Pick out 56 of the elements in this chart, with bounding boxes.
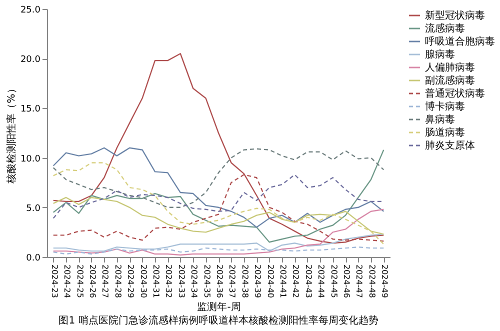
x-tick-label: 2024-46 — [342, 264, 352, 298]
y-tick-label: 0.0 — [26, 254, 41, 264]
x-tick-label: 2024-41 — [278, 264, 288, 298]
x-tick-label: 2024-39 — [253, 264, 262, 298]
legend-label: 腺病毒 — [425, 48, 455, 60]
x-tick-label: 2024-30 — [138, 264, 148, 298]
y-tick-label: 5.0 — [26, 204, 41, 214]
line-series — [52, 148, 384, 208]
line-series — [52, 53, 384, 244]
x-axis-title: 监测年-周 — [197, 300, 241, 313]
legend-label: 新型冠状病毒 — [425, 10, 485, 22]
x-tick-label: 2024-34 — [190, 264, 199, 298]
x-tick-label: 2024-36 — [215, 264, 224, 298]
x-tick-label: 2024-43 — [304, 264, 313, 298]
line-series — [52, 149, 384, 243]
legend-label: 鼻病毒 — [425, 114, 455, 126]
line-series — [52, 147, 384, 228]
legend-label: 肠道病毒 — [425, 126, 465, 138]
x-tick-label: 2024-42 — [291, 264, 300, 298]
x-tick-label: 2024-38 — [240, 264, 250, 298]
legend-label: 呼吸道合胞病毒 — [425, 36, 495, 48]
line-series — [52, 162, 384, 245]
line-series — [52, 196, 384, 235]
x-tick-label: 2024-49 — [380, 264, 390, 298]
legend-label: 普通冠状病毒 — [425, 88, 485, 100]
x-tick-label: 2024-31 — [151, 264, 160, 298]
caption: 图1 哨点医院门急诊流感样病例呼吸道样本核酸检测阳性率每周变化趋势 — [58, 314, 378, 326]
legend-label: 流感病毒 — [425, 22, 465, 34]
x-tick-label: 2024-35 — [202, 264, 212, 298]
legend-label: 博卡病毒 — [425, 100, 465, 112]
x-tick-label: 2024-29 — [126, 264, 136, 298]
x-tick-label: 2024-28 — [113, 264, 122, 298]
x-tick-label: 2024-37 — [228, 264, 237, 298]
y-tick-label: 15.0 — [20, 104, 41, 115]
x-tick-label: 2024-47 — [354, 264, 364, 298]
x-tick-label: 2024-45 — [329, 264, 338, 298]
x-tick-label: 2024-44 — [316, 264, 326, 298]
x-tick-label: 2024-40 — [266, 264, 275, 298]
line-series — [52, 234, 384, 252]
y-axis-title: 核酸检测阳性率（%） — [5, 84, 18, 184]
x-tick-label: 2024-25 — [75, 264, 84, 298]
x-tick-label: 2024-26 — [88, 264, 97, 298]
y-tick-label: 10.0 — [20, 154, 41, 164]
x-tick-label: 2024-48 — [367, 264, 376, 298]
x-tick-label: 2024-32 — [164, 264, 174, 298]
legend-label: 副流感病毒 — [425, 74, 475, 86]
y-tick-label: 20.0 — [20, 55, 41, 66]
x-tick-label: 2024-27 — [100, 264, 110, 298]
x-tick-label: 2024-33 — [176, 264, 186, 298]
x-tick-label: 2024-24 — [62, 264, 72, 298]
legend-label: 人偏肺病毒 — [425, 62, 475, 74]
line-series — [52, 174, 384, 219]
y-tick-label: 25.0 — [20, 6, 41, 16]
line-series — [52, 208, 384, 256]
x-tick-label: 2024-23 — [50, 264, 59, 298]
legend-label: 肺炎支原体 — [425, 140, 475, 152]
